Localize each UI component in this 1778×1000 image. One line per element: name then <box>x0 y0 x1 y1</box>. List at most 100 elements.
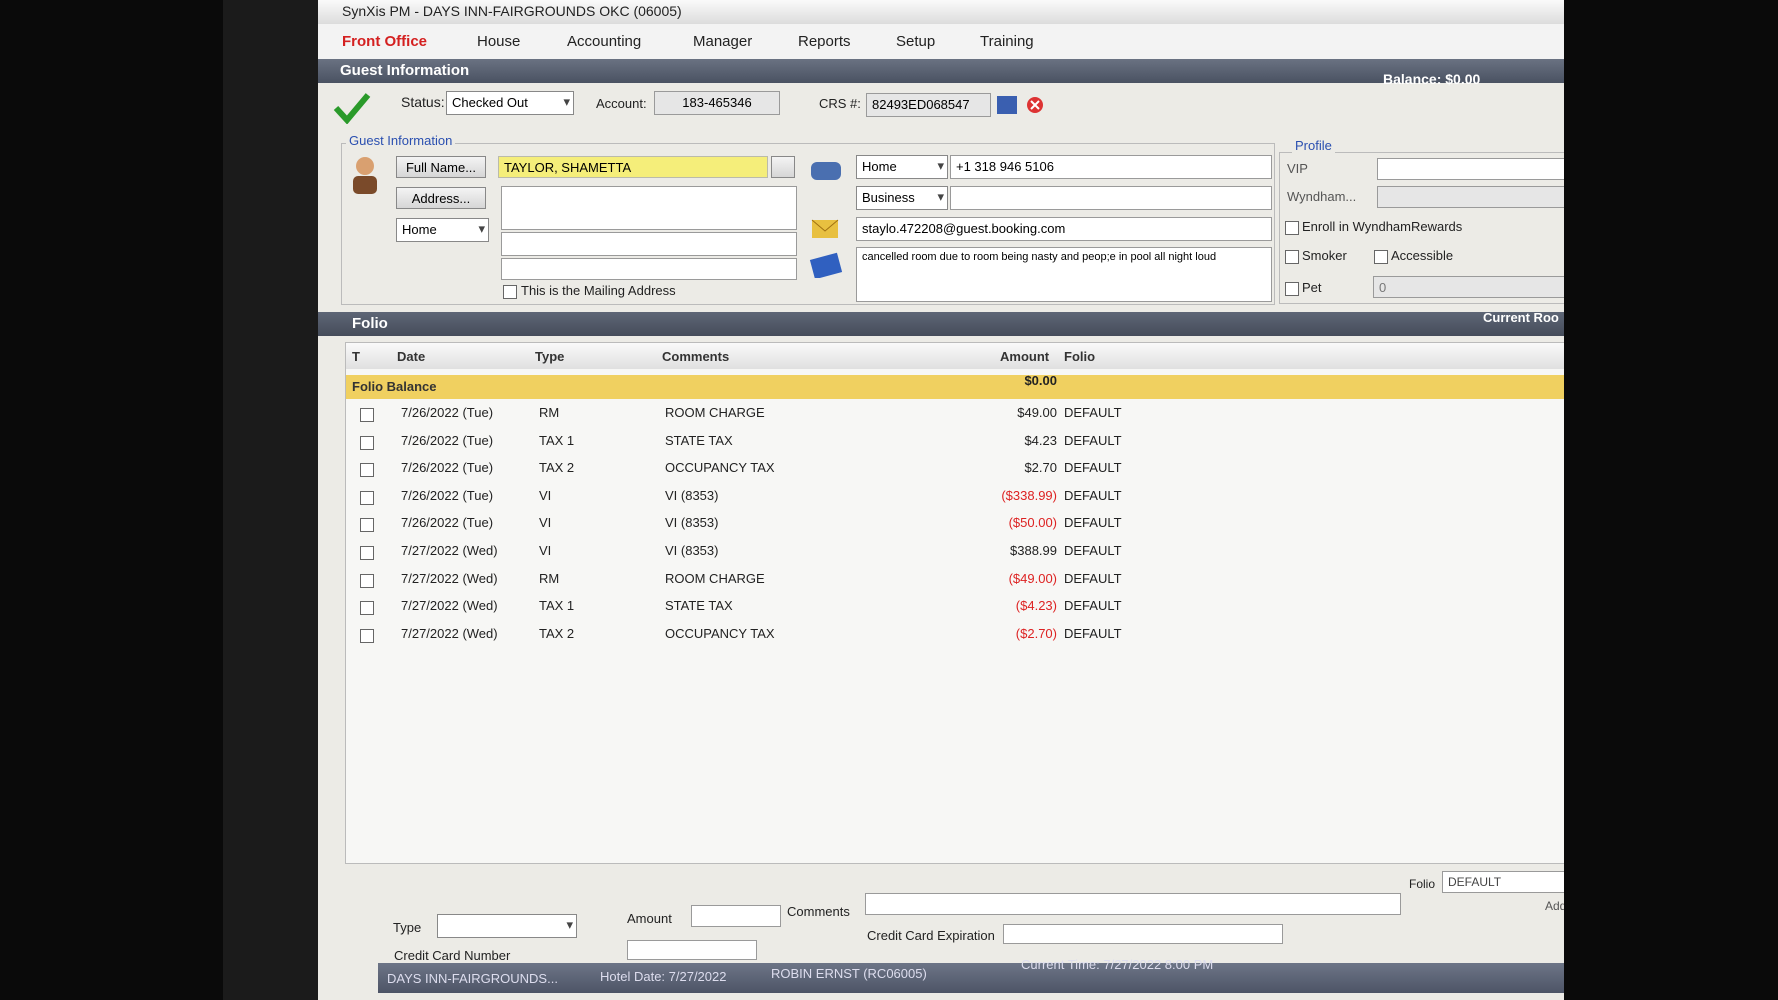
contact-icons <box>809 162 843 278</box>
row-folio: DEFAULT <box>1064 570 1122 586</box>
state-field[interactable] <box>501 258 797 280</box>
row-date: 7/27/2022 (Wed) <box>401 598 498 614</box>
row-type: TAX 2 <box>539 460 575 476</box>
city-field[interactable] <box>501 232 797 256</box>
row-type: RM <box>539 570 560 586</box>
account-field: 183-465346 <box>654 91 780 115</box>
ellipsis-button[interactable] <box>771 156 795 178</box>
comments-field[interactable] <box>865 893 1401 915</box>
column-header: T <box>352 349 360 364</box>
section-title: Guest Information <box>340 62 470 79</box>
menu-item[interactable]: Reports <box>798 33 851 50</box>
amount-field[interactable] <box>691 905 781 927</box>
type-select[interactable] <box>437 914 577 938</box>
folio-grid <box>345 342 1564 864</box>
row-amount: ($2.70) <box>1015 625 1057 641</box>
menu-item[interactable]: Front Office <box>342 33 427 50</box>
address-button[interactable]: Address... <box>396 187 486 209</box>
checkbox[interactable] <box>360 601 374 616</box>
phone-type-select[interactable]: Home <box>856 155 948 179</box>
status-user: ROBIN ERNST (RC06005) <box>771 966 927 981</box>
checkbox[interactable] <box>503 285 517 299</box>
row-amount: $49.00 <box>1017 405 1057 420</box>
row-type: TAX 1 <box>539 598 575 614</box>
amount-label: Amount <box>627 911 672 926</box>
notes-field[interactable]: cancelled room due to room being nasty a… <box>856 247 1272 302</box>
phone-field[interactable] <box>950 186 1272 210</box>
address-field[interactable] <box>501 186 797 230</box>
checkbox[interactable] <box>360 518 374 533</box>
folio-balance-row <box>346 375 1564 399</box>
row-comment: OCCUPANCY TAX <box>665 460 775 476</box>
column-header: Folio <box>1064 349 1096 364</box>
status-time: Current Time: 7/27/2022 8:00 PM <box>1021 957 1214 972</box>
row-date: 7/26/2022 (Tue) <box>401 432 494 448</box>
full-name-field[interactable]: TAYLOR, SHAMETTA <box>498 156 768 178</box>
checkbox[interactable] <box>1285 282 1299 296</box>
row-date: 7/26/2022 (Tue) <box>401 460 494 476</box>
full-name-button[interactable]: Full Name... <box>396 156 486 178</box>
status-select[interactable]: Checked Out <box>446 91 574 115</box>
menu-item[interactable]: Training <box>980 33 1034 50</box>
accessible-label: Accessible <box>1391 248 1454 263</box>
crs-icons <box>997 96 1043 114</box>
status-property: DAYS INN-FAIRGROUNDS... <box>387 971 558 986</box>
checkbox[interactable] <box>360 573 374 588</box>
add-button[interactable]: Add <box>1545 899 1564 913</box>
current-room: Current Roo <box>1483 310 1559 325</box>
row-comment: VI (8353) <box>665 515 719 531</box>
row-type: VI <box>539 543 552 558</box>
folio-label: Folio <box>1409 877 1436 891</box>
row-type: TAX 2 <box>539 625 575 641</box>
monitor-bezel <box>223 0 318 1000</box>
phone-field[interactable]: +1 318 946 5106 <box>950 155 1272 179</box>
row-date: 7/27/2022 (Wed) <box>401 543 498 558</box>
row-comment: OCCUPANCY TAX <box>665 625 775 641</box>
mailing-label: This is the Mailing Address <box>521 283 676 298</box>
menu-item[interactable]: Accounting <box>567 33 642 50</box>
app-window: SynXis PM - DAYS INN-FAIRGROUNDS OKC (06… <box>223 0 1564 1000</box>
row-folio: DEFAULT <box>1064 432 1122 448</box>
menu-bar <box>318 24 1564 62</box>
menu-item[interactable]: House <box>477 33 521 50</box>
account-label: Account: <box>596 96 647 111</box>
status-bar <box>378 963 1564 993</box>
checkbox[interactable] <box>360 628 374 643</box>
folio-field[interactable]: DEFAULT <box>1442 871 1564 893</box>
crs-field: 82493ED068547 <box>866 93 991 117</box>
crs-label: CRS #: <box>819 96 861 111</box>
address-type-select[interactable]: Home <box>396 218 489 242</box>
checkbox[interactable] <box>1285 250 1299 264</box>
row-type: VI <box>539 487 552 503</box>
phone-type-select[interactable]: Business <box>856 186 948 210</box>
row-date: 7/26/2022 (Tue) <box>401 515 494 531</box>
guest-group <box>341 143 1275 305</box>
checkbox[interactable] <box>360 408 374 422</box>
cc-exp-field[interactable] <box>1003 924 1283 944</box>
menu-item[interactable]: Manager <box>693 33 753 50</box>
status-label: Status: <box>401 94 445 110</box>
pet-field: 0 <box>1373 276 1564 298</box>
cc-number-field[interactable] <box>627 940 757 960</box>
checkbox[interactable] <box>360 546 374 560</box>
vip-field[interactable] <box>1377 158 1564 180</box>
grid-header <box>346 343 1564 369</box>
checkbox[interactable] <box>360 435 374 450</box>
menu-item[interactable]: Setup <box>896 33 936 50</box>
row-comment: STATE TAX <box>665 598 733 614</box>
row-type: VI <box>539 515 552 531</box>
balance: Balance: $0.00 <box>1383 71 1481 87</box>
email-field[interactable]: staylo.472208@guest.booking.com <box>856 217 1272 241</box>
row-comment: ROOM CHARGE <box>665 405 765 420</box>
title-bar <box>318 0 1564 24</box>
section-header <box>318 59 1564 83</box>
checkbox[interactable] <box>360 490 374 505</box>
group-legend: Guest Information <box>346 133 456 148</box>
checkbox[interactable] <box>1374 250 1388 264</box>
wyndham-field <box>1377 186 1564 208</box>
row-type: RM <box>539 405 560 420</box>
checkbox[interactable] <box>360 463 374 478</box>
checkbox[interactable] <box>1285 221 1299 235</box>
row-folio: DEFAULT <box>1064 598 1122 614</box>
folio-balance-label: Folio Balance <box>352 379 437 394</box>
